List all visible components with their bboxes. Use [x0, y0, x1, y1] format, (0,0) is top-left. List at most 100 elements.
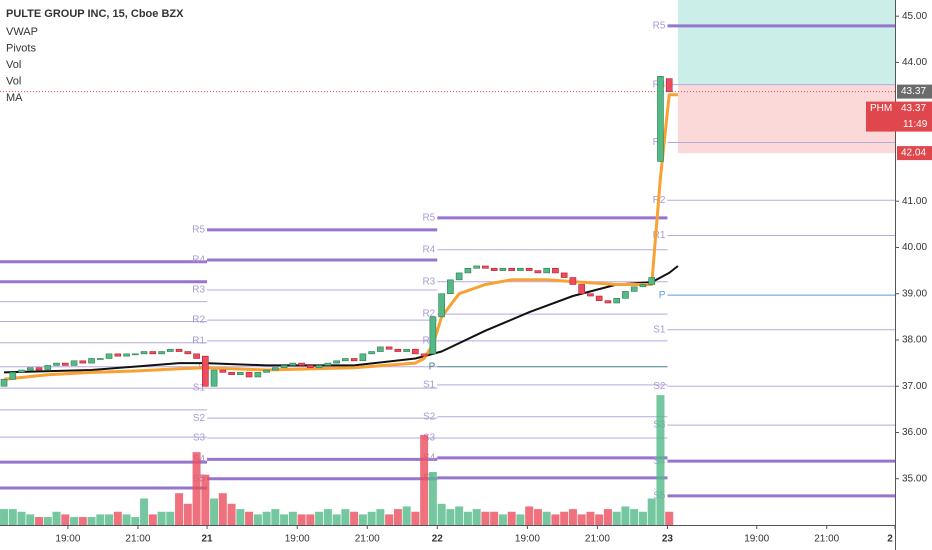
symbol-price: 43.37: [901, 103, 926, 114]
pivot-label: S1: [423, 379, 436, 390]
volume-bar: [183, 503, 192, 525]
y-tick-label: 40.00: [902, 242, 927, 253]
candle-body: [525, 267, 533, 271]
candle-body: [228, 372, 235, 375]
candle-body: [158, 351, 165, 355]
candle-body: [517, 267, 524, 271]
volume-bar: [656, 395, 665, 525]
candle-body: [377, 346, 384, 352]
volume-bar: [227, 503, 236, 525]
candle-body: [202, 355, 209, 387]
x-tick-label: 2: [887, 534, 893, 545]
candle-body: [665, 78, 673, 92]
candle-body: [263, 369, 270, 373]
candle-body: [88, 358, 95, 364]
candle-body: [245, 372, 253, 378]
x-tick-label: 21:00: [125, 534, 150, 545]
candle-body: [9, 372, 17, 380]
candle-body: [368, 351, 375, 355]
pivot-label: S4: [423, 453, 436, 464]
candle-body: [175, 348, 183, 352]
volume-bar: [542, 511, 551, 525]
x-tick-label: 21:00: [355, 534, 380, 545]
candle-body: [482, 265, 489, 269]
volume-bar: [402, 506, 411, 525]
volume-bar: [201, 474, 210, 525]
volume-bar: [271, 509, 280, 525]
candle-body: [394, 348, 402, 352]
volume-bar: [393, 509, 402, 525]
volume-bar: [472, 509, 481, 525]
y-tick-label: 35.00: [902, 473, 927, 484]
plot-area: R5R4R3R2R1PS1S2S3S4S5R5R4R3R2R1PS1S2S3S4…: [0, 0, 895, 525]
volume-bar: [490, 511, 499, 525]
volume-bar: [78, 517, 87, 525]
volume-bar: [218, 493, 227, 525]
candle-body: [587, 293, 594, 297]
pivot-label: R3: [422, 276, 435, 287]
candle-body: [657, 76, 664, 162]
candle-body: [149, 351, 157, 355]
stop-zone: [677, 84, 895, 154]
candle-body: [429, 316, 437, 355]
vwap-line: [3, 93, 678, 381]
candle-body: [298, 362, 305, 366]
volume-bar: [17, 511, 26, 525]
symbol-label: PHM: [870, 103, 892, 114]
volume-bar: [463, 511, 472, 525]
volume-bar: [157, 511, 166, 525]
pivot-label: R4: [192, 255, 205, 266]
candle-body: [123, 353, 130, 357]
y-tick-label: 36.00: [902, 427, 927, 438]
y-tick-label: 37.00: [902, 381, 927, 392]
candle-body: [639, 284, 647, 288]
volume-bar: [323, 509, 332, 525]
volume-bar: [306, 514, 315, 525]
candle-body: [324, 362, 332, 366]
volume-bar: [43, 517, 52, 525]
candle-body: [534, 270, 542, 274]
volume-bar: [315, 511, 324, 525]
candle-body: [0, 378, 8, 387]
volume-bar: [61, 514, 70, 525]
volume-bar: [332, 514, 341, 525]
stop-label: 42.04: [901, 148, 926, 159]
volume-bar: [87, 517, 96, 525]
candle-body: [569, 277, 577, 285]
volume-bar: [35, 517, 44, 525]
volume-bar: [446, 509, 455, 525]
volume-bar: [148, 514, 157, 525]
candle-body: [70, 360, 78, 366]
volume-bar: [131, 517, 140, 525]
candle-body: [237, 372, 244, 375]
candle-body: [105, 353, 113, 359]
candle-body: [184, 351, 192, 355]
x-tick-label: 23: [662, 534, 674, 545]
candle-body: [350, 358, 358, 362]
volume-bar: [577, 514, 586, 525]
volume-bar: [630, 509, 639, 525]
countdown: 11:49: [903, 119, 928, 130]
volume-bar: [140, 498, 149, 525]
volume-bar: [8, 509, 17, 525]
indicator-label: Vol: [6, 59, 21, 71]
y-tick-label: 44.00: [902, 57, 927, 68]
ma-line: [3, 265, 679, 374]
candle-body: [114, 353, 122, 357]
candle-body: [403, 348, 410, 352]
candle-body: [613, 298, 620, 304]
pivot-label: S3: [423, 433, 436, 444]
pivot-label: S1: [193, 383, 206, 394]
volume-bar: [210, 498, 219, 525]
indicator-label: Pivots: [6, 42, 36, 54]
volume-bar: [245, 511, 254, 525]
pivot-label: P: [659, 290, 666, 301]
volume-bar: [612, 511, 621, 525]
candle-body: [132, 353, 139, 356]
indicator-label: VWAP: [6, 26, 38, 38]
volume-bar: [70, 517, 79, 525]
candle-body: [543, 267, 550, 274]
candle-body: [464, 267, 472, 274]
volume-bar: [236, 509, 245, 525]
